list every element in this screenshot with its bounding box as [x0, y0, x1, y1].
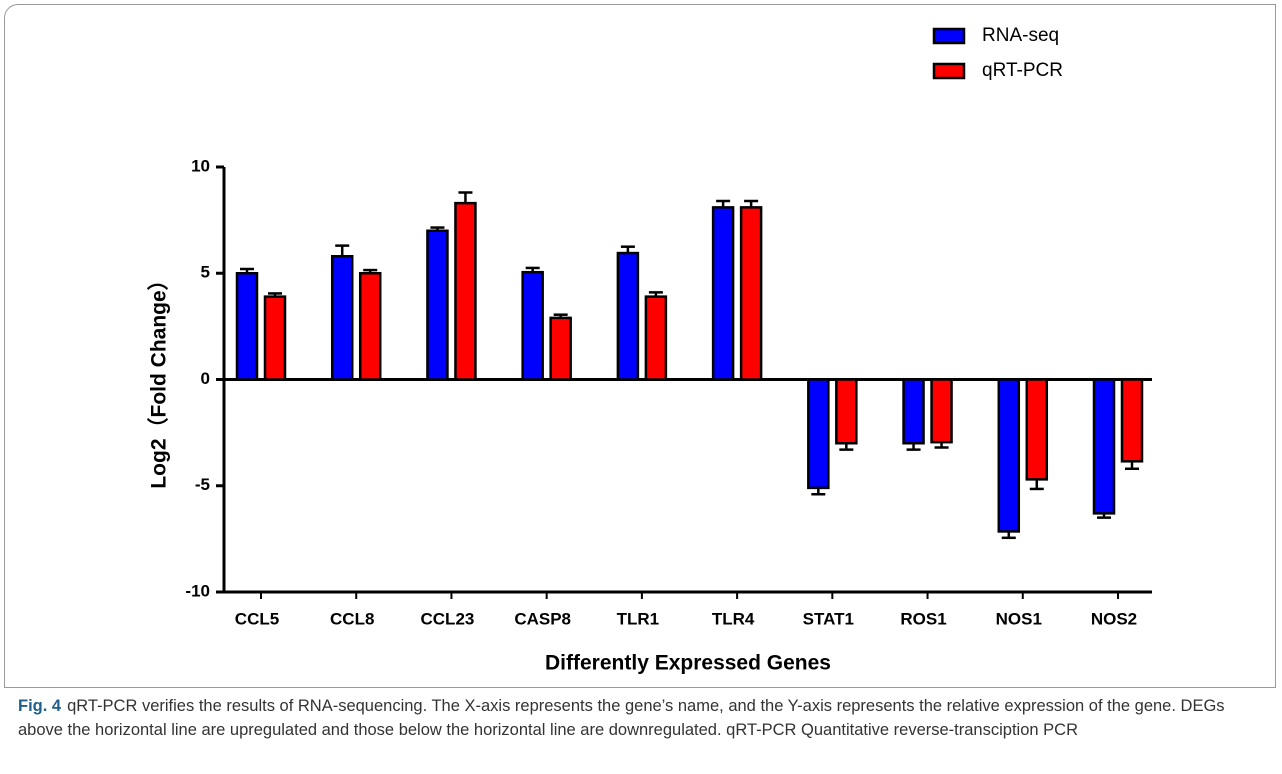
bar: [426, 229, 449, 381]
bar: [263, 295, 287, 381]
x-tick-label: CCL8: [330, 609, 374, 628]
y-tick-label: 0: [201, 369, 210, 388]
bar: [1025, 378, 1049, 481]
bar: [807, 378, 830, 490]
bar: [997, 378, 1021, 533]
bar: [549, 316, 572, 381]
legend-label: RNA-seq: [982, 25, 1059, 46]
bar: [1120, 378, 1144, 463]
bar: [930, 378, 953, 444]
x-tick-label: CASP8: [514, 609, 571, 628]
y-tick-label: 5: [201, 263, 210, 282]
bar: [835, 378, 858, 445]
bar: [358, 272, 382, 381]
figure-frame: [4, 4, 1276, 688]
bar: [454, 201, 477, 381]
legend-swatch: [932, 62, 966, 80]
legend-label: qRT-PCR: [982, 60, 1063, 81]
bar: [616, 251, 640, 381]
x-tick-label: STAT1: [803, 609, 854, 628]
x-tick-label: TLR4: [712, 609, 755, 628]
x-tick-label: NOS2: [1091, 609, 1137, 628]
y-axis-title: Log2（Fold Change）: [147, 269, 171, 488]
x-tick-label: NOS1: [996, 609, 1042, 628]
bar: [739, 206, 763, 381]
chart: Log2（Fold Change） Differently Expressed …: [147, 25, 1152, 675]
y-tick-label: 10: [191, 156, 210, 175]
y-tick-label: -10: [185, 581, 210, 600]
caption-text: qRT-PCR verifies the results of RNA-sequ…: [18, 697, 1225, 739]
bar: [711, 206, 735, 381]
x-tick-label: ROS1: [900, 609, 946, 628]
bar: [521, 270, 544, 381]
x-tick-label: CCL23: [421, 609, 475, 628]
bar: [902, 378, 925, 445]
x-axis-title: Differently Expressed Genes: [545, 652, 831, 675]
legend-swatch: [932, 27, 966, 45]
bar: [330, 255, 354, 381]
y-tick-label: -5: [195, 475, 210, 494]
caption: Fig. 4 qRT-PCR verifies the results of RN…: [18, 694, 1268, 742]
bar: [644, 295, 668, 381]
x-tick-label: TLR1: [617, 609, 660, 628]
bar: [235, 272, 259, 381]
x-tick-label: CCL5: [235, 609, 279, 628]
caption-label: Fig. 4: [18, 697, 62, 715]
bar: [1092, 378, 1116, 515]
